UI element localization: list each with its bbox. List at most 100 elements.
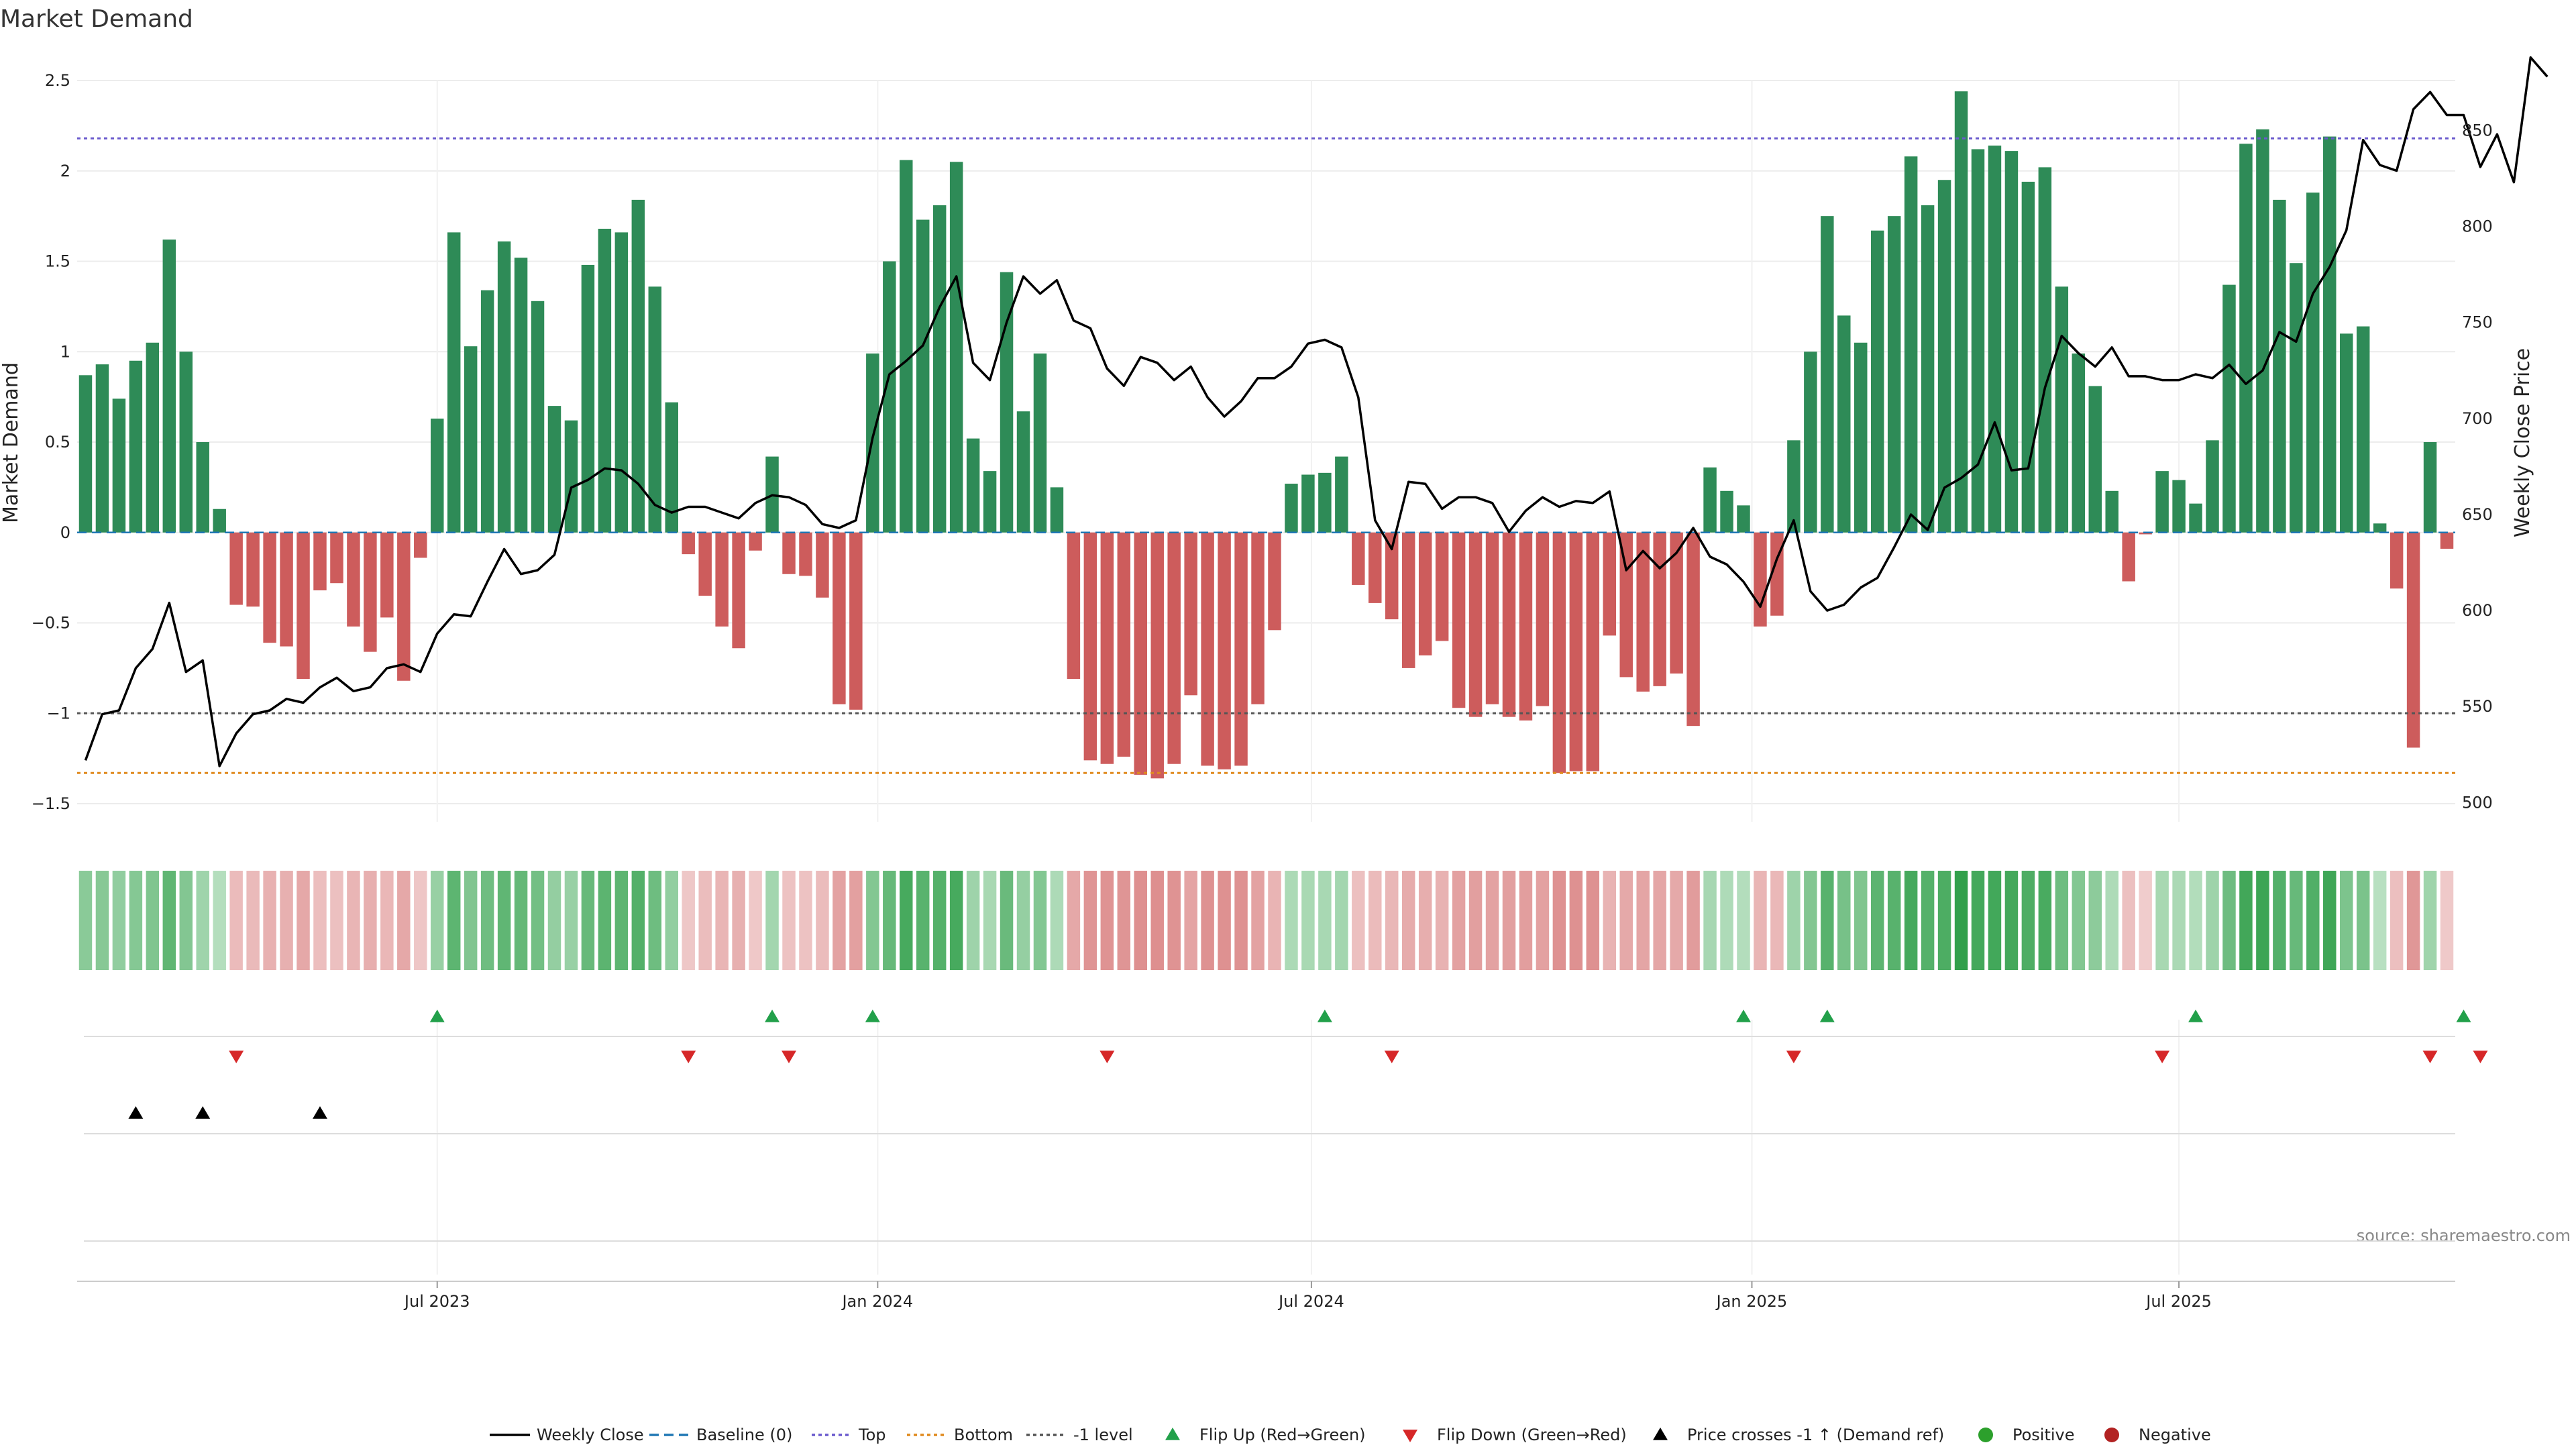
demand-bar-negative: [1401, 532, 1415, 668]
heat-cell: [983, 871, 997, 970]
heat-cell: [2155, 871, 2169, 970]
demand-bar-positive: [129, 360, 143, 533]
demand-bar-positive: [547, 406, 561, 533]
legend-label: Positive: [2012, 1426, 2075, 1444]
demand-bar-negative: [1452, 532, 1466, 708]
heat-cell: [932, 871, 947, 970]
heat-cell: [715, 871, 729, 970]
demand-bar-positive: [916, 219, 930, 533]
flip-up-marker: [1735, 1010, 1751, 1022]
heat-cell: [146, 871, 160, 970]
demand-bar-negative: [1167, 532, 1181, 764]
heat-cell: [2290, 871, 2303, 970]
demand-bar-positive: [179, 352, 193, 533]
demand-bar-positive: [2290, 263, 2303, 533]
demand-bar-positive: [983, 471, 997, 533]
heat-cell: [1653, 871, 1666, 970]
demand-bar-negative: [749, 532, 762, 551]
demand-bar-positive: [2339, 333, 2353, 533]
heat-cell: [2406, 871, 2420, 970]
x-tick-label: Jan 2025: [1715, 1292, 1788, 1311]
y-tick-label: −0.5: [32, 614, 70, 633]
demand-bar-negative: [698, 532, 712, 596]
demand-bar-positive: [514, 258, 528, 533]
demand-bar-positive: [614, 232, 629, 533]
price-cross-marker: [195, 1106, 211, 1119]
demand-bar-positive: [564, 420, 578, 533]
demand-bar-negative: [1150, 532, 1164, 779]
heat-cell: [313, 871, 327, 970]
demand-bar-negative: [380, 532, 394, 618]
heat-cell: [1636, 871, 1650, 970]
heat-cell: [581, 871, 595, 970]
demand-bar-positive: [497, 241, 511, 533]
demand-bar-negative: [1368, 532, 1382, 603]
weekly-close-line: [84, 56, 2548, 767]
heat-cell: [1619, 871, 1633, 970]
heat-cell: [1385, 871, 1399, 970]
demand-bar-negative: [799, 532, 812, 576]
demand-bar-positive: [1318, 472, 1332, 533]
demand-bar-negative: [1653, 532, 1666, 686]
demand-bar-negative: [849, 532, 863, 710]
heat-cell: [497, 871, 511, 970]
demand-bars: [78, 91, 2454, 779]
demand-bar-positive: [162, 239, 176, 533]
demand-bar-positive: [665, 402, 678, 533]
heat-cell: [162, 871, 176, 970]
demand-bar-negative: [1184, 532, 1197, 696]
demand-heat-strip: [78, 871, 2454, 970]
heat-cell: [1083, 871, 1097, 970]
heat-cell: [1720, 871, 1733, 970]
heat-cell: [1870, 871, 1884, 970]
demand-bar-positive: [196, 442, 209, 533]
heat-cell: [665, 871, 678, 970]
demand-bar-positive: [2021, 181, 2035, 533]
tick-labels: 2.5 2 1.5 1 0.5 0 −0.5 −1 −1.5 850 800 750 700 650 600…: [32, 71, 2493, 1311]
heat-cell: [2356, 871, 2370, 970]
heat-cell: [1335, 871, 1348, 970]
demand-bar-negative: [1117, 532, 1131, 757]
demand-bar-negative: [1385, 532, 1399, 620]
legend-label: -1 level: [1073, 1426, 1133, 1444]
y-tick-label: 0.5: [45, 433, 70, 451]
heat-cell: [1737, 871, 1750, 970]
demand-bar-positive: [949, 162, 963, 533]
y-axis-label: Market Demand: [0, 362, 23, 523]
demand-bar-positive: [2088, 386, 2102, 533]
heat-cell: [1100, 871, 1114, 970]
y-tick-label: −1.5: [32, 794, 70, 813]
heat-cell: [1837, 871, 1851, 970]
legend-swatch: [1978, 1428, 1993, 1442]
demand-bar-positive: [1904, 156, 1918, 533]
demand-bar-positive: [1033, 353, 1047, 533]
demand-bar-negative: [1686, 532, 1700, 727]
demand-bar-positive: [1837, 315, 1851, 533]
heat-cell: [1218, 871, 1231, 970]
demand-bar-negative: [1536, 532, 1550, 706]
heat-cell: [1569, 871, 1583, 970]
heat-cell: [2306, 871, 2320, 970]
demand-bar-negative: [1468, 532, 1483, 717]
demand-bar-positive: [2222, 284, 2236, 533]
demand-bar-positive: [2356, 326, 2370, 533]
demand-bar-positive: [648, 286, 662, 533]
y2-tick-label: 800: [2462, 217, 2493, 236]
heat-cell: [949, 871, 963, 970]
heat-cell: [782, 871, 796, 970]
reference-lines: [77, 137, 2455, 774]
demand-bar-negative: [1619, 532, 1633, 678]
heat-cell: [1937, 871, 1951, 970]
demand-bar-negative: [1134, 532, 1148, 775]
y-tick-label: 0: [60, 523, 70, 542]
source-note: source: sharemaestro.com: [2357, 1226, 2571, 1245]
x-tick-label: Jul 2025: [2145, 1292, 2212, 1311]
demand-bar-negative: [1352, 532, 1365, 585]
demand-bar-negative: [397, 532, 411, 681]
heat-cell: [1988, 871, 2002, 970]
heat-cell: [2206, 871, 2219, 970]
demand-bar-positive: [1937, 180, 1951, 533]
heat-cell: [1904, 871, 1918, 970]
x-tick-label: Jan 2024: [841, 1292, 913, 1311]
